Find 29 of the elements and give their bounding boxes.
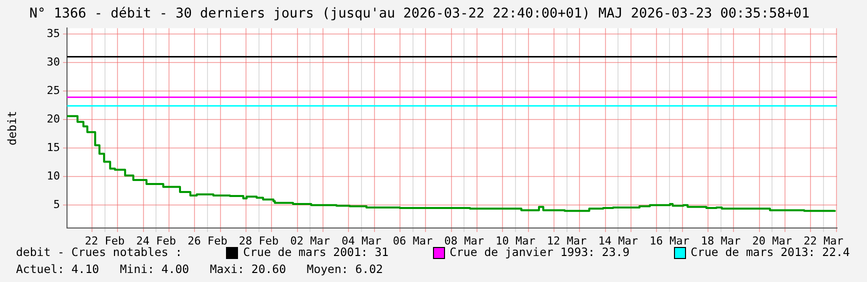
x-tick-label: 10 Mar [496, 234, 536, 248]
legend-label: Crue de janvier 1993: 23.9 [450, 245, 630, 261]
x-tick-label: 24 Feb [136, 234, 176, 248]
x-tick-label: 06 Mar [392, 234, 434, 248]
x-tick-label: 18 Mar [700, 234, 742, 248]
x-tick-label: 04 Mar [342, 234, 382, 248]
y-tick-label: 15 [46, 140, 60, 154]
x-tick-label: 22 Mar [804, 234, 844, 248]
y-tick-label: 35 [46, 26, 60, 40]
x-tick-label: 16 Mar [650, 234, 690, 248]
chart-title: N° 1366 - débit - 30 derniers jours (jusqu'au 2026-03-22 22:40:00+01) MAJ 2026-03-23 00:35:58+01 [29, 6, 810, 22]
x-tick-label: 02 Mar [290, 234, 330, 248]
y-tick-label: 20 [46, 112, 60, 126]
text: debit - Crues notables : [16, 245, 182, 261]
x-tick-label: 22 Feb [84, 234, 125, 248]
x-tick-label: 20 Mar [752, 234, 792, 248]
x-tick-label: 26 Feb [188, 234, 228, 248]
x-tick-label: 08 Mar [444, 234, 484, 248]
legend-label: Crue de mars 2013: 22.4 [690, 245, 850, 261]
y-tick-label: 5 [53, 198, 60, 212]
text: Actuel: 4.10 Mini: 4.00 Maxi: 20.60 Moyen: 6.02 [16, 261, 384, 278]
y-tick-label: 25 [46, 84, 60, 97]
legend-label: Crue de mars 2001: 31 [243, 245, 389, 261]
x-tick-label: 14 Mar [598, 234, 638, 248]
y-tick-label: 30 [46, 55, 60, 68]
y-axis-title: debit [4, 110, 19, 146]
x-tick-label: 12 Mar [546, 234, 588, 248]
x-tick-label: 28 Feb [238, 234, 279, 248]
y-tick-label: 10 [46, 169, 60, 182]
